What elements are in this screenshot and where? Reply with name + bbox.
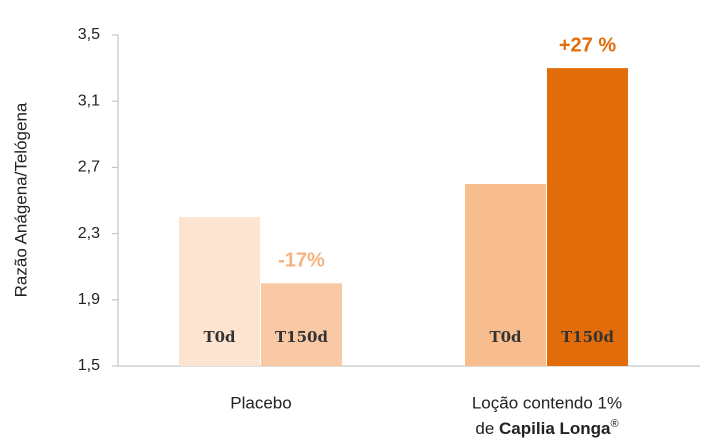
- x-tick-label: Loção contendo 1%: [472, 393, 622, 412]
- bar-label: T150d: [561, 328, 614, 346]
- bar-label: T0d: [203, 328, 236, 346]
- bar-label: T150d: [275, 328, 328, 346]
- y-tick-label: 3,1: [78, 92, 100, 109]
- y-axis-label: Razão Anágena/Telógena: [11, 102, 30, 297]
- bar-label: T0d: [489, 328, 522, 346]
- bar: [261, 283, 342, 366]
- bar: [179, 217, 260, 366]
- y-tick-label: 3,5: [78, 26, 100, 43]
- x-tick-sublabel-part: de: [475, 419, 494, 438]
- bar: [465, 183, 546, 366]
- x-tick-sublabel: de Capilia Longa®: [475, 418, 618, 439]
- y-tick-label: 1,5: [78, 357, 100, 374]
- annotation: -17%: [278, 250, 325, 272]
- y-tick-label: 2,3: [78, 225, 100, 242]
- x-tick-sublabel-part: ®: [611, 418, 619, 430]
- x-tick-sublabel-part: Capilia Longa: [499, 419, 611, 438]
- bar: [547, 68, 628, 366]
- x-tick-label: Placebo: [230, 393, 291, 412]
- y-tick-label: 1,9: [78, 291, 100, 308]
- y-tick-label: 2,7: [78, 159, 100, 176]
- annotation: +27 %: [559, 34, 616, 56]
